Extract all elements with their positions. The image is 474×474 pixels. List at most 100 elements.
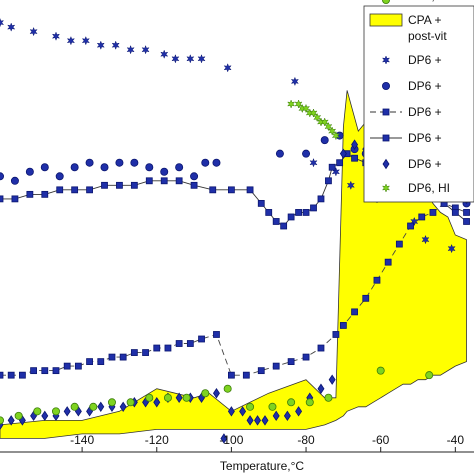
series-4-point-31	[328, 374, 336, 385]
series-0-point-10	[160, 49, 169, 59]
series-0-point-6	[96, 40, 105, 50]
series-4-point-33	[351, 139, 359, 150]
series-3-point-40	[463, 218, 470, 225]
x-tick-label-4: -60	[372, 433, 390, 447]
series-2-point-0	[0, 371, 4, 379]
series-6-point-13	[246, 402, 255, 411]
legend-label-5: DP6 +	[408, 157, 442, 171]
series-4-point-9	[97, 401, 105, 413]
series-2-point-21	[242, 371, 250, 379]
series-3-point-11	[160, 177, 168, 185]
series-2-point-36	[429, 209, 437, 216]
series-6-point-9	[163, 393, 172, 402]
series-0-point-21	[421, 234, 430, 245]
series-0-point-13	[197, 54, 206, 64]
series-6-point-18	[376, 366, 385, 375]
series-6-point-5	[89, 402, 98, 411]
series-4-point-30	[317, 383, 325, 394]
series-1-point-1	[10, 176, 19, 185]
series-1-point-0	[0, 172, 4, 181]
series-1-point-8	[115, 158, 124, 167]
series-2-point-26	[317, 344, 325, 352]
series-2-point-5	[52, 367, 60, 375]
series-1-point-3	[40, 163, 49, 172]
legend-marker-point-5	[382, 158, 390, 170]
series-6-point-17	[324, 393, 333, 402]
legend-marker-point-1	[381, 55, 391, 65]
series-4-point-25	[261, 415, 269, 426]
series-4-point-20	[220, 433, 228, 444]
series-1-point-18	[320, 136, 329, 145]
series-3-point-22	[295, 209, 302, 216]
series-3-point-18	[265, 209, 273, 216]
series-4-point-16	[175, 392, 183, 403]
series-0-point-3	[51, 31, 61, 41]
series-5-point-8	[320, 117, 329, 127]
series-5-point-3	[301, 103, 311, 114]
series-0-point-0	[0, 17, 5, 28]
x-axis-title: Temperature,°C	[220, 459, 304, 473]
series-6-point-3	[51, 407, 60, 416]
series-0-point-18	[346, 180, 355, 191]
series-2-point-4	[41, 367, 49, 375]
x-tick-label-3: -80	[297, 433, 315, 447]
series-2-point-3	[30, 367, 37, 375]
series-1-point-2	[25, 167, 34, 176]
series-1-point-11	[160, 167, 169, 176]
series-2-point-10	[108, 353, 116, 361]
series-2-point-34	[407, 222, 414, 230]
series-3-point-15	[228, 186, 235, 194]
legend-swatch-0	[369, 13, 403, 27]
series-2-point-33	[395, 240, 403, 248]
legend-marker-point-2	[381, 82, 390, 91]
series-6-point-7	[126, 398, 135, 407]
legend-label-3: DP6 +	[408, 105, 442, 119]
series-3-point-8	[116, 181, 123, 189]
series-2	[0, 199, 470, 379]
series-3-point-0	[0, 195, 4, 203]
series-6-point-10	[182, 393, 191, 402]
legend-entry-6: DP6, HI	[381, 181, 450, 195]
series-4-point-23	[246, 415, 254, 426]
series-1-point-6	[85, 158, 94, 167]
series-1-point-12	[175, 163, 184, 172]
legend-label-6: DP6, HI	[408, 181, 450, 195]
series-3-point-2	[26, 190, 34, 198]
series-4-point-24	[254, 415, 262, 426]
series-5	[287, 99, 341, 141]
series-2-point-29	[351, 308, 358, 316]
series-2-point-7	[74, 362, 82, 370]
series-3-point-27	[328, 163, 336, 171]
band-area	[0, 90, 467, 439]
series-0-point-14	[223, 63, 232, 73]
legend-label-7: DP6, HI	[408, 0, 450, 3]
legend-label-2: DP6 +	[408, 79, 442, 93]
legend-label-0-a: CPA +	[408, 13, 441, 27]
x-tick-label-0: -140	[70, 433, 94, 447]
series-2-point-2	[18, 371, 26, 379]
series-5-point-10	[328, 126, 337, 136]
series-2-point-15	[164, 344, 172, 352]
series-3-point-7	[101, 181, 108, 189]
series-2-point-20	[228, 371, 235, 379]
series-6-point-11	[201, 389, 210, 398]
series-6-point-8	[145, 393, 154, 402]
legend-frame	[363, 5, 474, 203]
series-6-point-12	[223, 384, 232, 393]
series-4-point-4	[41, 410, 49, 422]
series-3-point-20	[280, 222, 288, 230]
series-3-point-24	[310, 204, 317, 212]
series-3-point-25	[317, 195, 325, 203]
series-4-point-26	[272, 410, 280, 422]
legend-marker-point-4	[382, 134, 390, 142]
series-2-point-35	[418, 213, 426, 221]
series-3-point-3	[41, 190, 49, 198]
series-6-point-1	[14, 411, 23, 420]
series-1-point-7	[100, 163, 109, 172]
series-2-point-9	[97, 358, 105, 366]
legend-entry-7: DP6, HI	[382, 0, 450, 4]
series-5-point-6	[313, 112, 322, 123]
series-6-point-6	[107, 398, 116, 407]
series-6-point-16	[305, 398, 314, 407]
